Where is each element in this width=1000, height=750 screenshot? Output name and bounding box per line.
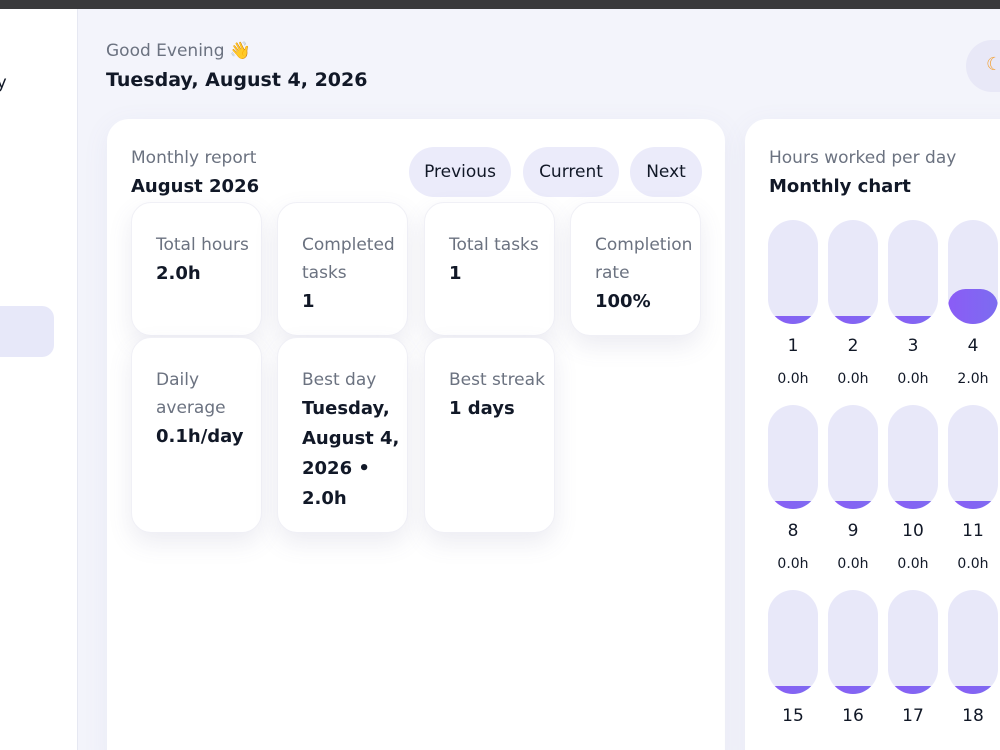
chart-tick-label: 1 <box>787 336 799 356</box>
stat-value: 1 <box>302 291 315 312</box>
chart-data-label: 0.0h <box>777 371 809 387</box>
chart-tick-label: 10 <box>902 521 924 541</box>
stat-completion-rate: Completion rate 100% <box>570 202 701 336</box>
chart-bar-track <box>888 405 938 509</box>
chart-bar <box>768 316 818 324</box>
previous-button[interactable]: Previous <box>409 147 511 197</box>
chart-bar <box>948 686 998 694</box>
chart-tick-label: 15 <box>782 706 804 726</box>
window-top-bar <box>0 0 1000 9</box>
chart-tick-label: 17 <box>902 706 924 726</box>
chart-bar-track <box>828 590 878 694</box>
stat-best-streak: Best streak 1 days <box>424 337 555 533</box>
chart-tick-label: 18 <box>962 706 984 726</box>
next-button[interactable]: Next <box>630 147 702 197</box>
chart-tick-label: 3 <box>907 336 919 356</box>
stat-label: Total hours <box>156 235 249 255</box>
stat-total-tasks: Total tasks 1 <box>424 202 555 336</box>
stat-daily-average: Daily average 0.1h/day <box>131 337 262 533</box>
chart-bar-track <box>768 405 818 509</box>
chart-bar-track <box>948 405 998 509</box>
monthly-chart-card: Hours worked per day Monthly chart 1 0.0h… <box>745 119 1000 750</box>
chart-bar-track <box>888 220 938 324</box>
chart-bar <box>828 686 878 694</box>
chart-title: Monthly chart <box>769 176 911 197</box>
theme-toggle-button[interactable]: ☾ <box>966 40 1000 92</box>
chart-bar-track <box>828 405 878 509</box>
chart-tick-label: 2 <box>847 336 859 356</box>
chart-data-label: 0.0h <box>897 556 929 572</box>
chart-bar <box>888 316 938 324</box>
greeting: Good Evening 👋 <box>106 41 251 61</box>
page-title: Tuesday, August 4, 2026 <box>106 69 368 91</box>
chart-bar <box>768 686 818 694</box>
stat-label: Completion rate <box>595 235 693 283</box>
chart-tick-label: 9 <box>847 521 859 541</box>
chart-bar-track <box>888 590 938 694</box>
stat-best-day: Best day Tuesday, August 4, 2026 • 2.0h <box>277 337 408 533</box>
chart-bar <box>828 501 878 509</box>
chart-bar <box>948 289 998 324</box>
chart-data-label: 0.0h <box>957 556 989 572</box>
chart-tick-label: 11 <box>962 521 984 541</box>
chart-data-label: 0.0h <box>777 556 809 572</box>
sidebar: ty <box>0 9 78 750</box>
stat-value: 1 days <box>449 398 515 419</box>
chart-tick-label: 4 <box>967 336 979 356</box>
greeting-text: Good Evening <box>106 41 225 61</box>
stat-label: Best day <box>302 370 377 390</box>
stat-label: Best streak <box>449 370 545 390</box>
stat-completed-tasks: Completed tasks 1 <box>277 202 408 336</box>
stat-value: 0.1h/day <box>156 426 244 447</box>
chart-bar-track <box>768 220 818 324</box>
chart-data-label: 2.0h <box>957 371 989 387</box>
stat-value: Tuesday, August 4, 2026 • 2.0h <box>302 398 400 509</box>
stat-value: 1 <box>449 263 462 284</box>
chart-bar-track <box>768 590 818 694</box>
chart-tick-label: 8 <box>787 521 799 541</box>
chart-bar <box>888 686 938 694</box>
sidebar-item-active[interactable] <box>0 306 54 357</box>
chart-subtitle: Hours worked per day <box>769 148 957 168</box>
report-title: August 2026 <box>131 176 260 197</box>
chart-bar-track <box>948 590 998 694</box>
stat-total-hours: Total hours 2.0h <box>131 202 262 336</box>
chart-data-label: 0.0h <box>897 371 929 387</box>
chart-data-label: 0.0h <box>837 371 869 387</box>
chart-bar <box>828 316 878 324</box>
moon-icon: ☾ <box>986 54 1000 75</box>
stat-label: Completed tasks <box>302 235 395 283</box>
waving-hand-icon: 👋 <box>229 41 252 61</box>
stat-value: 100% <box>595 291 651 312</box>
chart-bar <box>948 501 998 509</box>
chart-bar <box>888 501 938 509</box>
chart-bar-track <box>948 220 998 324</box>
stat-label: Daily average <box>156 370 226 418</box>
chart-tick-label: 16 <box>842 706 864 726</box>
monthly-report-card: Monthly report August 2026 Previous Curr… <box>107 119 725 750</box>
sidebar-item-label[interactable]: ty <box>0 73 7 93</box>
chart-bar-track <box>828 220 878 324</box>
chart-bar <box>768 501 818 509</box>
stat-value: 2.0h <box>156 263 201 284</box>
stat-label: Total tasks <box>449 235 539 255</box>
current-button[interactable]: Current <box>523 147 619 197</box>
report-subtitle: Monthly report <box>131 148 257 168</box>
chart-data-label: 0.0h <box>837 556 869 572</box>
